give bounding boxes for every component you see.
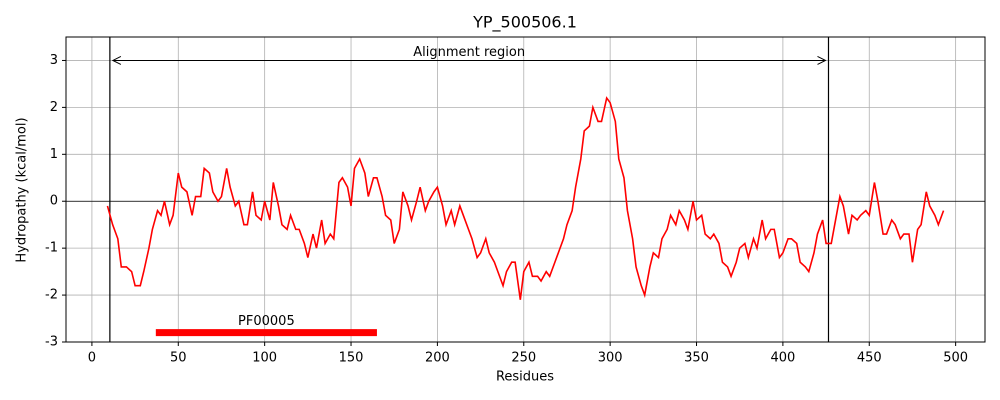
- x-tick-label: 0: [88, 351, 96, 366]
- x-tick-label: 150: [339, 351, 364, 366]
- x-tick-label: 500: [943, 351, 968, 366]
- domain-bar: [155, 329, 377, 337]
- y-tick-label: -3: [45, 335, 58, 350]
- y-tick-label: 0: [50, 194, 58, 209]
- x-axis-label: Residues: [496, 370, 554, 385]
- domain-label: PF00005: [238, 314, 295, 329]
- x-tick-label: 50: [170, 351, 187, 366]
- y-tick-label: -1: [45, 241, 58, 256]
- x-tick-label: 450: [857, 351, 882, 366]
- y-axis-label: Hydropathy (kcal/mol): [15, 117, 30, 262]
- x-tick-label: 100: [252, 351, 277, 366]
- alignment-label: Alignment region: [413, 45, 525, 60]
- x-tick-label: 200: [425, 351, 450, 366]
- y-tick-label: -2: [45, 288, 58, 303]
- x-tick-label: 300: [598, 351, 623, 366]
- x-tick-label: 400: [770, 351, 795, 366]
- y-tick-label: 2: [50, 100, 58, 115]
- plot-frame: [65, 36, 986, 343]
- x-tick-label: 350: [684, 351, 709, 366]
- y-tick-label: 3: [50, 53, 58, 68]
- hydropathy-line: [106, 96, 945, 300]
- x-tick-label: 250: [511, 351, 536, 366]
- y-tick-label: 1: [50, 147, 58, 162]
- chart-title: YP_500506.1: [472, 13, 577, 33]
